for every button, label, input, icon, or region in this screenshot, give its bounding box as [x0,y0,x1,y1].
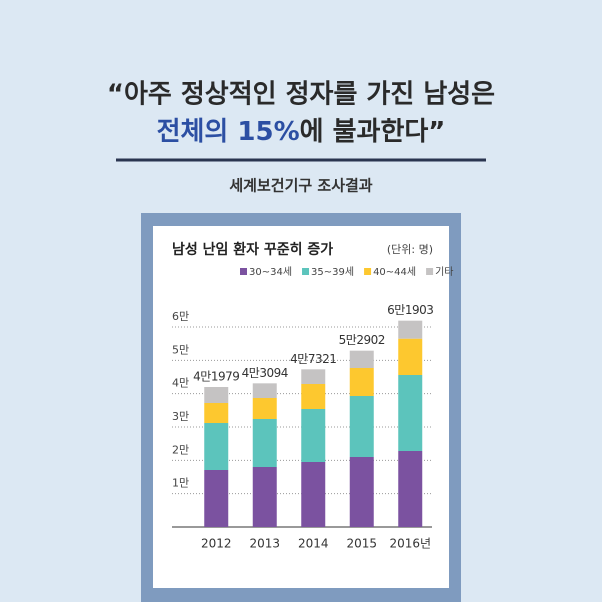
y-tick-label: 3만 [172,410,189,423]
y-tick-label: 4만 [172,377,189,390]
total-label: 5만2902 [339,333,385,347]
legend-label: 기타 [435,266,453,278]
unit-label: (단위: 명) [387,243,433,256]
bar-segment [204,470,229,527]
y-tick-label: 2만 [172,443,189,456]
legend-swatch [240,268,247,275]
y-tick-label: 5만 [172,343,189,356]
bar-segment [301,384,326,409]
x-tick-label: 2014 [298,537,329,551]
y-tick-label: 1만 [172,477,189,490]
headline-highlight: 전체의 15% [157,117,300,147]
bar-segment [252,467,277,527]
bar-segment [301,369,326,384]
headline-line1: “아주 정상적인 정자를 가진 남성은 [107,80,495,110]
x-tick-label: 2013 [249,537,280,551]
legend-swatch [426,268,434,275]
bar-segment [252,398,277,419]
bar-segment [204,423,229,470]
bar-segment [349,396,374,457]
total-label: 4만1979 [193,370,239,384]
x-tick-label: 2012 [201,537,232,551]
bar-segment [398,375,423,451]
legend-label: 35~39세 [311,266,354,278]
x-tick-label: 2016년 [389,537,431,551]
bar-segment [204,387,229,403]
legend-swatch [364,268,372,275]
legend-swatch [302,268,310,275]
plot: 30~34세 35~39세 40~44세 기타 1만 2만 3만 4만 5만 6만 4만1979 20… [172,266,454,551]
bar-segment [398,451,423,527]
y-tick-label: 6만 [172,310,189,323]
chart-title: 남성 난임 환자 꾸준히 증가 [172,241,333,258]
bar-segment [252,383,277,398]
total-label: 4만7321 [290,352,336,366]
total-label: 4만3094 [242,366,288,380]
headline-line2: 전체의 15%에 불과한다” [157,117,446,147]
bar-segment [349,457,374,527]
bar-segment [349,368,374,396]
legend-label: 40~44세 [373,266,416,278]
bar-segment [349,350,374,368]
total-label: 6만1903 [387,303,433,317]
bar-segment [301,462,326,527]
x-tick-label: 2015 [346,537,377,551]
bar-segment [398,320,423,339]
subtitle: 세계보건기구 조사결과 [229,177,372,195]
bar-segment [301,409,326,462]
legend-label: 30~34세 [249,266,292,278]
bar-segment [204,403,229,423]
bar-segment [398,338,423,375]
bar-segment [252,419,277,467]
headline-rest: 에 불과한다” [300,117,446,147]
